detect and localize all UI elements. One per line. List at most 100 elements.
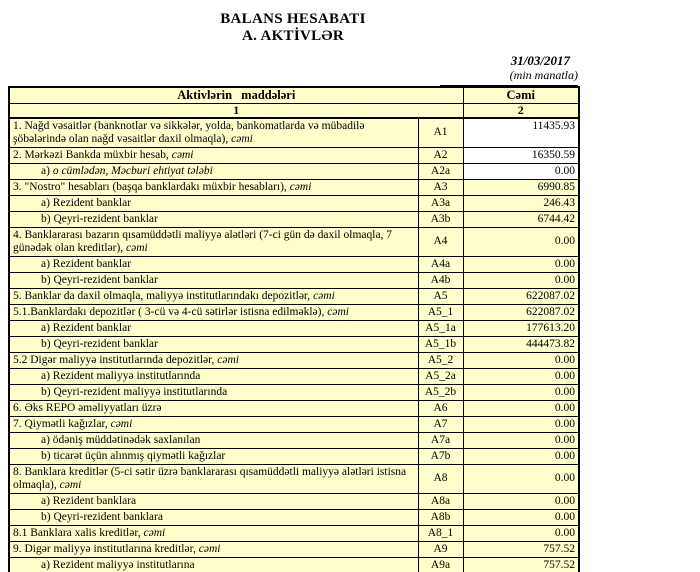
item-description-cell: 8.1 Banklara xalis kreditlər, cəmi <box>8 524 419 542</box>
item-code-cell: A2a <box>417 162 464 180</box>
item-value-cell: 16350.59 <box>462 146 580 164</box>
item-code-cell: A7a <box>417 431 464 449</box>
items-column-number-cell: 1 <box>8 102 464 119</box>
table-row: 8.1 Banklara xalis kreditlər, cəmi A8_1 0.… <box>8 524 580 542</box>
item-value-cell: 246.43 <box>462 194 580 212</box>
item-code-cell: A7b <box>417 447 464 465</box>
item-value-cell: 0.00 <box>462 162 580 180</box>
table-row: b) Qeyri-rezident banklar A4b 0.00 <box>8 271 580 289</box>
item-description-cell: 8. Banklara kreditlər (5-ci sətir üzrə b… <box>8 463 419 494</box>
item-text: 1. Nağd vəsaitlər (banknotlar və sikkələ… <box>13 119 365 145</box>
item-description-cell: b) Qeyri-rezident banklar <box>8 210 419 228</box>
item-description-cell: a) Rezident banklara <box>8 492 419 510</box>
item-text: a) Rezident banklar <box>41 196 132 209</box>
item-value-cell: 0.00 <box>462 271 580 289</box>
total-column-number-cell: 2 <box>462 102 580 119</box>
item-text: a) <box>41 164 53 177</box>
item-value-cell: 0.00 <box>462 492 580 510</box>
item-value-cell: 0.00 <box>462 447 580 465</box>
item-description-cell: b) Qeyri-rezident maliyyə institutlarınd… <box>8 383 419 401</box>
item-description-cell: b) ticarət üçün alınmış qiymətli kağızla… <box>8 447 419 465</box>
item-value-cell: 0.00 <box>462 399 580 417</box>
item-code-cell: A5_1b <box>417 335 464 353</box>
item-code-cell: A5_2b <box>417 383 464 401</box>
item-text-italic: cəmi <box>217 353 239 366</box>
item-text: b) Qeyri-rezident banklar <box>41 273 158 286</box>
item-description-cell: 6. Əks REPO əməliyyatları üzrə <box>8 399 419 417</box>
item-text-italic: cəmi <box>313 289 335 302</box>
item-text: a) Rezident banklara <box>41 494 137 507</box>
item-text: b) ticarət üçün alınmış qiymətli kağızla… <box>41 449 226 462</box>
item-code-cell: A4a <box>417 255 464 273</box>
balance-table: Aktivlərin maddələri Cəmi 1 2 1. Nağd və… <box>8 86 581 572</box>
item-value-cell: 0.00 <box>462 415 580 433</box>
item-code-cell: A7 <box>417 415 464 433</box>
item-text: b) Qeyri-rezident banklara <box>41 510 163 523</box>
item-description-cell: b) Qeyri-rezident banklar <box>8 271 419 289</box>
report-title-block: BALANS HESABATI A. AKTİVLƏR <box>8 11 578 45</box>
item-text-italic: cəmi <box>126 241 148 254</box>
item-text-italic: cəmi <box>327 305 349 318</box>
item-text-italic: o cümlədən, Məcburi ehtiyat tələbi <box>52 164 213 177</box>
item-text-italic: cəmi <box>231 132 253 145</box>
item-description-cell: 2. Mərkəzi Bankda müxbir hesab, cəmi <box>8 146 419 164</box>
item-description-cell: a) Rezident banklar <box>8 255 419 273</box>
item-code-cell: A5_1 <box>417 303 464 321</box>
item-text: 9. Digər maliyyə institutlarına kreditlə… <box>13 542 199 555</box>
item-description-cell: 3. "Nostro" hesabları (başqa banklardakı… <box>8 178 419 196</box>
item-code-cell: A3a <box>417 194 464 212</box>
item-text: 4. Banklararası bazarın qısamüddətli mal… <box>13 228 393 254</box>
table-row: b) ticarət üçün alınmış qiymətli kağızla… <box>8 447 580 465</box>
item-value-cell: 177613.20 <box>462 319 580 337</box>
item-description-cell: 5. Banklar da daxil olmaqla, maliyyə ins… <box>8 287 419 305</box>
item-value-cell: 757.52 <box>462 556 580 572</box>
item-code-cell: A3 <box>417 178 464 196</box>
unit-note: (min manatla) <box>440 68 578 86</box>
item-value-cell: 0.00 <box>462 351 580 369</box>
item-code-cell: A5_1a <box>417 319 464 337</box>
items-header-cell: Aktivlərin maddələri <box>8 86 464 104</box>
item-code-cell: A5_2a <box>417 367 464 385</box>
item-code-cell: A4 <box>417 226 464 257</box>
table-body: 1. Nağd vəsaitlər (banknotlar və sikkələ… <box>8 117 580 572</box>
item-text: 7. Qiymətli kağızlar, <box>13 417 111 430</box>
table-row: a) ödəniş müddətinədək saxlanılan A7a 0.00 <box>8 431 580 449</box>
item-text: a) Rezident banklar <box>41 321 132 334</box>
item-value-cell: 0.00 <box>462 383 580 401</box>
item-description-cell: b) Qeyri-rezident banklar <box>8 335 419 353</box>
item-text-italic: cəmi <box>171 148 194 161</box>
total-header-cell: Cəmi <box>462 86 580 104</box>
item-code-cell: A4b <box>417 271 464 289</box>
item-description-cell: a) o cümlədən, Məcburi ehtiyat tələbi <box>8 162 419 180</box>
item-description-cell: 9. Digər maliyyə institutlarına kreditlə… <box>8 540 419 558</box>
item-description-cell: 5.1.Banklardakı depozitlər ( 3-cü və 4-c… <box>8 303 419 321</box>
item-code-cell: A9a <box>417 556 464 572</box>
item-description-cell: 1. Nağd vəsaitlər (banknotlar və sikkələ… <box>8 117 419 148</box>
item-description-cell: a) Rezident maliyyə institutlarına <box>8 556 419 572</box>
table-row: 5.1.Banklardakı depozitlər ( 3-cü və 4-c… <box>8 303 580 321</box>
report-subtitle: A. AKTİVLƏR <box>242 28 344 44</box>
item-value-cell: 444473.82 <box>462 335 580 353</box>
item-code-cell: A8a <box>417 492 464 510</box>
report-date: 31/03/2017 <box>510 53 570 68</box>
column-number-row: 1 2 <box>8 102 580 119</box>
table-row: 9. Digər maliyyə institutlarına kreditlə… <box>8 540 580 558</box>
item-code-cell: A8_1 <box>417 524 464 542</box>
item-description-cell: 7. Qiymətli kağızlar, cəmi <box>8 415 419 433</box>
item-text: a) ödəniş müddətinədək saxlanılan <box>41 433 201 446</box>
item-text-italic: cəmi <box>59 478 82 491</box>
item-description-cell: 4. Banklararası bazarın qısamüddətli mal… <box>8 226 419 257</box>
item-description-cell: 5.2 Digər maliyyə institutlarında depozi… <box>8 351 419 369</box>
item-description-cell: a) Rezident banklar <box>8 194 419 212</box>
item-description-cell: b) Qeyri-rezident banklara <box>8 508 419 526</box>
item-code-cell: A3b <box>417 210 464 228</box>
item-text: b) Qeyri-rezident banklar <box>41 212 158 225</box>
table-row: 5. Banklar da daxil olmaqla, maliyyə ins… <box>8 287 580 305</box>
item-text: b) Qeyri-rezident banklar <box>41 337 158 350</box>
table-row: b) Qeyri-rezident banklar A5_1b 444473.82 <box>8 335 580 353</box>
item-text: 8. Banklara kreditlər (5-ci sətir üzrə b… <box>13 465 407 491</box>
item-text-italic: cəmi <box>110 417 133 430</box>
table-row: a) Rezident banklar A3a 246.43 <box>8 194 580 212</box>
table-row: b) Qeyri-rezident banklara A8b 0.00 <box>8 508 580 526</box>
